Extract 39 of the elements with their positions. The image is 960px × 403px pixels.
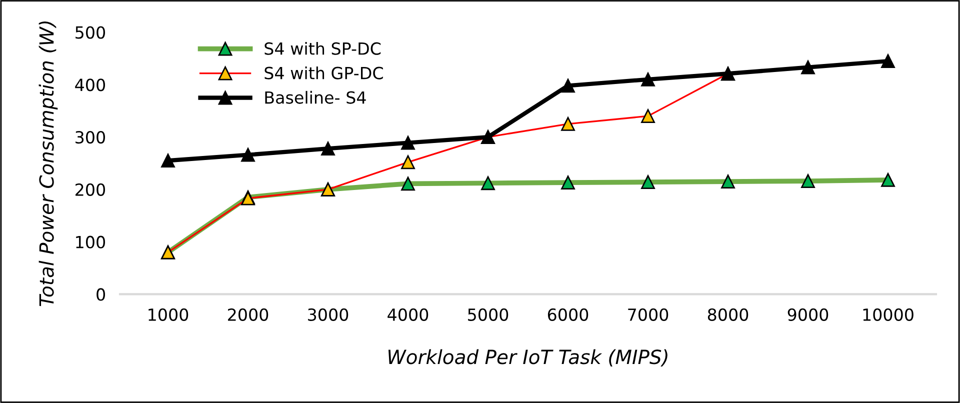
x-tick-label: 9000	[788, 308, 828, 321]
x-tick-label: 3000	[308, 308, 348, 321]
x-tick-label: 6000	[548, 308, 588, 321]
x-tick-label: 2000	[228, 308, 268, 321]
point	[321, 142, 335, 156]
point	[481, 176, 495, 190]
point	[561, 78, 575, 93]
point	[881, 173, 895, 187]
x-tick-label: 4000	[388, 308, 428, 321]
point	[561, 176, 575, 190]
point	[161, 154, 175, 168]
x-tick-label: 5000	[468, 308, 508, 321]
point	[641, 72, 655, 86]
point	[801, 174, 815, 188]
legend-label: Baseline- S4	[265, 90, 366, 104]
x-tick-label: 7000	[628, 308, 668, 321]
legend-label: S4 with GP-DC	[264, 66, 383, 80]
x-axis-title: Workload Per IoT Task (MIPS)	[388, 349, 668, 367]
point	[561, 116, 575, 131]
y-tick-label: 100	[76, 236, 106, 248]
point	[721, 174, 735, 188]
point	[801, 60, 815, 74]
point	[401, 155, 415, 170]
point	[641, 109, 655, 124]
point	[241, 148, 255, 162]
x-tick-label: 8000	[708, 308, 748, 321]
point	[641, 175, 655, 190]
x-tick-label: 1000	[148, 308, 188, 321]
point	[401, 136, 415, 150]
y-tick-label: 400	[75, 78, 106, 92]
point	[881, 54, 895, 68]
y-tick-label: 500	[76, 26, 106, 39]
y-tick-label: 200	[76, 183, 106, 196]
legend-label: S4 with SP-DC	[264, 42, 381, 55]
y-tick-label: 0	[96, 288, 106, 301]
y-axis-title: Total Power Consumption (W)	[38, 21, 58, 306]
point	[401, 176, 415, 191]
y-tick-label: 300	[76, 130, 106, 144]
x-tick-label: 10000	[863, 308, 914, 321]
